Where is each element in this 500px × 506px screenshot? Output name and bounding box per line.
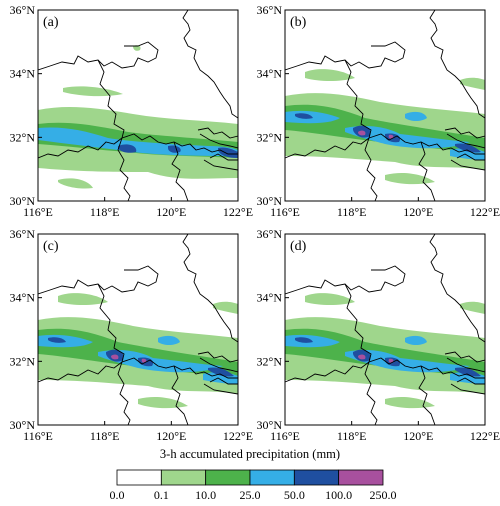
lon-tick-label-c: 120°E — [156, 429, 186, 443]
lon-tick-label-c: 122°E — [223, 429, 253, 443]
lat-tick-label-a: 34°N — [10, 67, 36, 81]
lon-tick-label-b: 118°E — [337, 205, 367, 219]
lat-tick-label-d: 36°N — [257, 227, 283, 241]
colorbar-swatch — [249, 469, 295, 486]
map-panel-b: (b) — [284, 9, 486, 202]
panel-label-b: (b) — [290, 15, 307, 30]
lon-tick-label-a: 122°E — [223, 205, 253, 219]
colorbar-swatches — [116, 469, 384, 486]
lon-tick-label-a: 120°E — [156, 205, 186, 219]
lat-tick-label-d: 34°N — [257, 291, 283, 305]
lat-tick-label-a: 32°N — [10, 130, 36, 144]
axes-layer: 116°E 118°E 120°E 122°E36°N34°N32°N30°N116°… — [10, 3, 500, 443]
colorbar-labels: 0.0 0.1 10.0 25.0 50.0 100.0 250.0 — [110, 488, 397, 502]
colorbar-swatch — [205, 469, 251, 486]
lat-tick-label-c: 32°N — [10, 354, 36, 368]
lon-tick-label-d: 122°E — [470, 429, 500, 443]
lat-tick-label-a: 30°N — [10, 194, 36, 208]
lat-tick-label-b: 36°N — [257, 3, 283, 17]
lon-tick-label-a: 116°E — [23, 205, 53, 219]
lat-tick-label-b: 32°N — [257, 130, 283, 144]
map-panel-d: (d) — [284, 233, 486, 426]
colorbar-swatch — [116, 469, 162, 486]
lon-tick-label-c: 116°E — [23, 429, 53, 443]
colorbar-swatch — [293, 469, 340, 486]
colorbar-level-label: 0.0 — [110, 488, 125, 502]
colorbar-level-label: 50.0 — [284, 488, 305, 502]
lon-tick-label-d: 120°E — [403, 429, 433, 443]
lon-tick-label-b: 120°E — [403, 205, 433, 219]
panel-label-d: (d) — [290, 239, 307, 254]
map-panel-a: (a) — [37, 9, 239, 202]
lon-tick-label-b: 122°E — [470, 205, 500, 219]
lat-tick-label-b: 34°N — [257, 67, 283, 81]
lon-tick-label-c: 118°E — [90, 429, 120, 443]
lon-tick-label-b: 116°E — [270, 205, 300, 219]
panel-label-c: (c) — [43, 239, 59, 254]
lat-tick-label-c: 30°N — [10, 418, 36, 432]
colorbar-swatch — [160, 469, 207, 486]
lat-tick-label-d: 30°N — [257, 418, 283, 432]
colorbar: 3-h accumulated precipitation (mm) 0.0 0.… — [110, 447, 397, 502]
colorbar-swatch — [338, 469, 384, 486]
lon-tick-label-d: 116°E — [270, 429, 300, 443]
lon-tick-label-d: 118°E — [337, 429, 367, 443]
lat-tick-label-a: 36°N — [10, 3, 36, 17]
map-panel-c: (c) — [37, 233, 239, 426]
colorbar-level-label: 250.0 — [370, 488, 397, 502]
lat-tick-label-c: 34°N — [10, 291, 36, 305]
colorbar-title: 3-h accumulated precipitation (mm) — [160, 447, 340, 461]
colorbar-level-label: 0.1 — [154, 488, 169, 502]
colorbar-level-label: 100.0 — [325, 488, 352, 502]
panel-label-a: (a) — [43, 15, 59, 30]
colorbar-level-label: 25.0 — [240, 488, 261, 502]
colorbar-level-label: 10.0 — [195, 488, 216, 502]
lat-tick-label-b: 30°N — [257, 194, 283, 208]
lat-tick-label-d: 32°N — [257, 354, 283, 368]
lon-tick-label-a: 118°E — [90, 205, 120, 219]
lat-tick-label-c: 36°N — [10, 227, 36, 241]
